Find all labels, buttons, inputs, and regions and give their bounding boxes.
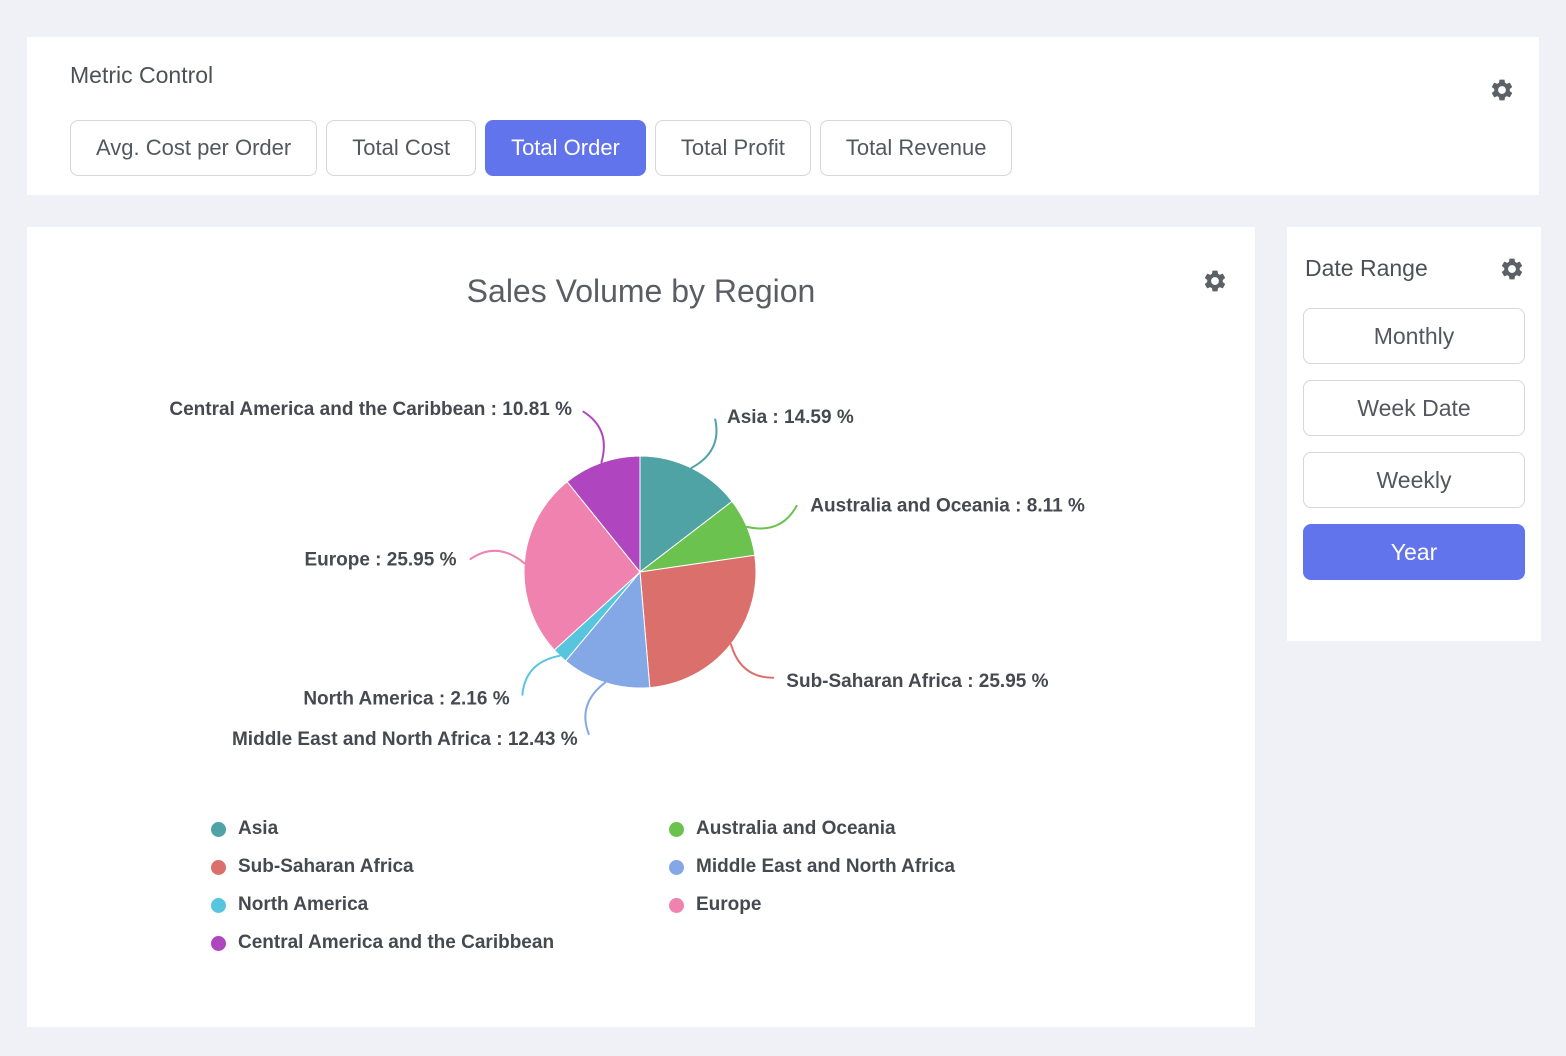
legend-item-sub-saharan-africa[interactable]: Sub-Saharan Africa [211, 848, 554, 886]
legend-label-australia-and-oceania: Australia and Oceania [696, 818, 896, 839]
legend-item-asia[interactable]: Asia [211, 810, 554, 848]
metric-control-panel: Metric Control Avg. Cost per Order Total … [27, 37, 1539, 195]
legend-dot-australia-and-oceania [669, 821, 684, 837]
pie-label-line-sub-saharan-africa [729, 643, 775, 679]
legend-dot-north-america [211, 897, 226, 913]
legend-dot-asia [211, 821, 226, 837]
metric-button-avg-cost-per-order[interactable]: Avg. Cost per Order [70, 120, 318, 176]
pie-label-line-central-america-and-the-caribbean [582, 410, 605, 464]
pie-label-central-america-and-the-caribbean: Central America and the Caribbean : 10.8… [169, 399, 572, 420]
legend-column-2: Australia and Oceania Middle East and Nor… [669, 810, 955, 924]
metric-button-total-profit[interactable]: Total Profit [654, 120, 811, 176]
legend-dot-sub-saharan-africa [211, 859, 226, 875]
pie-label-middle-east-and-north-africa: Middle East and North Africa : 12.43 % [232, 729, 578, 750]
metric-button-group: Avg. Cost per Order Total Cost Total Order… [70, 120, 1496, 176]
legend-item-central-america-and-the-caribbean[interactable]: Central America and the Caribbean [211, 924, 554, 962]
legend-item-north-america[interactable]: North America [211, 886, 554, 924]
legend-item-middle-east-and-north-africa[interactable]: Middle East and North Africa [669, 848, 955, 886]
pie-slice-sub-saharan-africa[interactable] [639, 554, 757, 689]
pie-chart: Asia : 14.59 % Australia and Oceania : 8.… [169, 399, 1085, 750]
pie-label-line-asia [690, 418, 718, 469]
pie-label-north-america: North America : 2.16 % [303, 689, 509, 710]
legend-item-australia-and-oceania[interactable]: Australia and Oceania [669, 810, 955, 848]
legend-item-europe[interactable]: Europe [669, 886, 955, 924]
date-range-button-group: Monthly Week Date Weekly Year [1303, 308, 1525, 580]
date-range-button-weekly[interactable]: Weekly [1303, 452, 1525, 508]
chart-header: Sales Volume by Region [27, 227, 1255, 310]
pie-label-asia: Asia : 14.59 % [727, 407, 854, 428]
metric-button-total-order[interactable]: Total Order [485, 120, 646, 176]
legend-dot-central-america-and-the-caribbean [211, 935, 226, 951]
chart-title: Sales Volume by Region [466, 273, 816, 309]
date-range-panel: Date Range Monthly Week Date Weekly Year [1287, 227, 1541, 641]
legend-label-central-america-and-the-caribbean: Central America and the Caribbean [238, 932, 555, 953]
legend-dot-europe [669, 897, 684, 913]
date-range-button-year[interactable]: Year [1303, 524, 1525, 580]
legend-label-middle-east-and-north-africa: Middle East and North Africa [696, 856, 955, 877]
date-range-button-week-date[interactable]: Week Date [1303, 380, 1525, 436]
legend-dot-middle-east-and-north-africa [669, 859, 684, 875]
metric-button-total-cost[interactable]: Total Cost [326, 120, 477, 176]
metric-button-total-revenue[interactable]: Total Revenue [819, 120, 1013, 176]
legend-label-sub-saharan-africa: Sub-Saharan Africa [238, 856, 414, 877]
metric-control-title: Metric Control [70, 62, 214, 88]
pie-label-europe: Europe : 25.95 % [304, 550, 456, 571]
pie-label-line-north-america [521, 654, 561, 696]
pie-label-line-middle-east-and-north-africa [584, 681, 607, 736]
main-content-row: Sales Volume by Region Asia : 14.59 % Aus… [27, 227, 1541, 1027]
chart-legend: Asia Sub-Saharan Africa North America Centr… [27, 810, 1255, 980]
pie-label-australia-and-oceania: Australia and Oceania : 8.11 % [810, 495, 1085, 516]
dashboard: Metric Control Avg. Cost per Order Total … [27, 37, 1541, 1027]
chart-panel: Sales Volume by Region Asia : 14.59 % Aus… [27, 227, 1255, 1027]
legend-label-north-america: North America [238, 894, 369, 915]
legend-column-1: Asia Sub-Saharan Africa North America Centr… [211, 810, 554, 962]
date-range-button-monthly[interactable]: Monthly [1303, 308, 1525, 364]
pie-label-sub-saharan-africa: Sub-Saharan Africa : 25.95 % [786, 671, 1048, 692]
date-range-settings-gear-icon[interactable] [1499, 256, 1525, 282]
date-range-title: Date Range [1305, 255, 1428, 281]
pie-label-line-europe [469, 549, 526, 565]
legend-label-asia: Asia [238, 818, 279, 839]
date-range-header: Date Range [1303, 255, 1525, 282]
metric-settings-gear-icon[interactable] [1489, 77, 1515, 103]
pie-label-line-australia-and-oceania [745, 504, 798, 530]
chart-settings-gear-icon[interactable] [1202, 268, 1228, 294]
legend-label-europe: Europe [696, 894, 762, 915]
